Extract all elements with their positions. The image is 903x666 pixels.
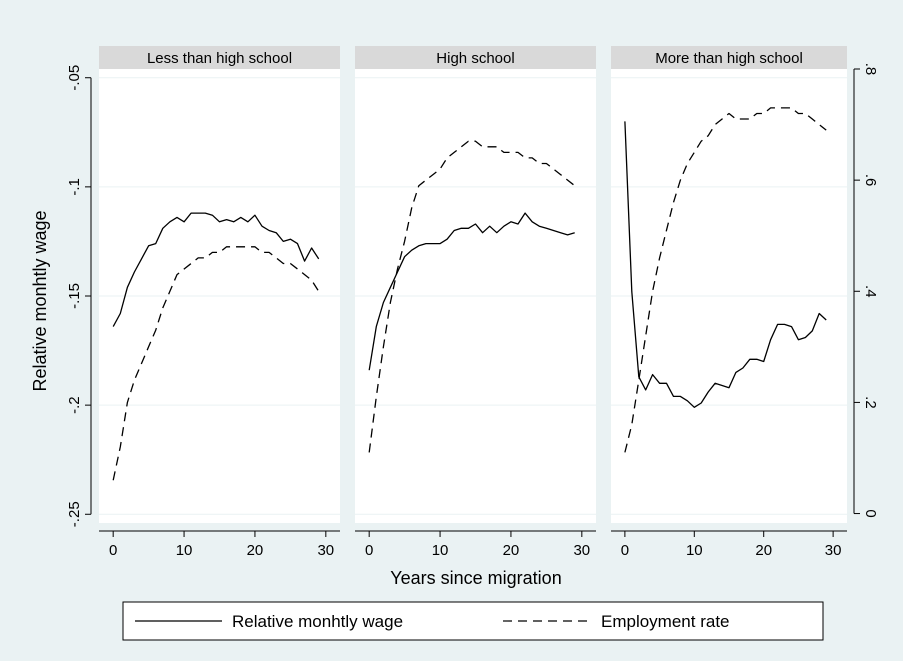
legend: Relative monhtly wage Employment rate xyxy=(122,601,824,641)
panel-header xyxy=(99,46,340,69)
right-y-tick-label: .8 xyxy=(862,63,879,76)
y-axis-label: Relative monhtly wage xyxy=(30,210,50,391)
x-tick-label: 0 xyxy=(365,542,373,559)
x-tick-label: 10 xyxy=(432,542,449,559)
left-y-tick-label: -.15 xyxy=(66,283,83,309)
x-tick-label: 30 xyxy=(825,542,842,559)
x-tick-label: 20 xyxy=(755,542,772,559)
left-y-tick-label: -.05 xyxy=(66,65,83,91)
right-y-tick-label: .6 xyxy=(862,174,879,187)
x-tick-label: 10 xyxy=(686,542,703,559)
x-axis-label: Years since migration xyxy=(390,568,561,588)
legend-wage-label: Relative monhtly wage xyxy=(232,612,403,631)
panel-2: High school 0 10 20 30 xyxy=(355,46,596,559)
x-tick-label: 0 xyxy=(109,542,117,559)
x-tick-label: 20 xyxy=(503,542,520,559)
left-y-tick-label: -.1 xyxy=(66,178,83,196)
panel-1: Less than high school 0 10 20 30 xyxy=(99,46,340,559)
x-tick-label: 30 xyxy=(573,542,590,559)
right-y-tick-label: .2 xyxy=(862,396,879,409)
x-tick-label: 0 xyxy=(621,542,629,559)
axes: -.05 -.1 -.15 -.2 -.25 0 .2 .4 .6 .8 xyxy=(66,63,879,527)
panel-3: More than high school 0 10 20 30 xyxy=(611,46,847,559)
left-y-tick-label: -.25 xyxy=(66,501,83,527)
panel-title: High school xyxy=(436,50,514,67)
left-y-tick-label: -.2 xyxy=(66,396,83,414)
x-tick-label: 30 xyxy=(317,542,334,559)
x-tick-label: 10 xyxy=(176,542,193,559)
x-tick-label: 20 xyxy=(247,542,264,559)
panel-title: Less than high school xyxy=(147,50,292,67)
wage-line xyxy=(112,212,320,327)
panel-header xyxy=(611,46,847,69)
panel-header xyxy=(355,46,596,69)
wage-line xyxy=(368,212,575,371)
employment-line xyxy=(112,246,320,481)
panels: Less than high school 0 10 20 30 High school 0… xyxy=(99,46,847,559)
panel-title: More than high school xyxy=(655,50,803,67)
wage-line xyxy=(624,121,827,408)
legend-employment-label: Employment rate xyxy=(601,612,730,631)
right-y-tick-label: 0 xyxy=(862,509,879,517)
legend-box xyxy=(122,601,824,641)
right-y-tick-label: .4 xyxy=(862,285,879,298)
